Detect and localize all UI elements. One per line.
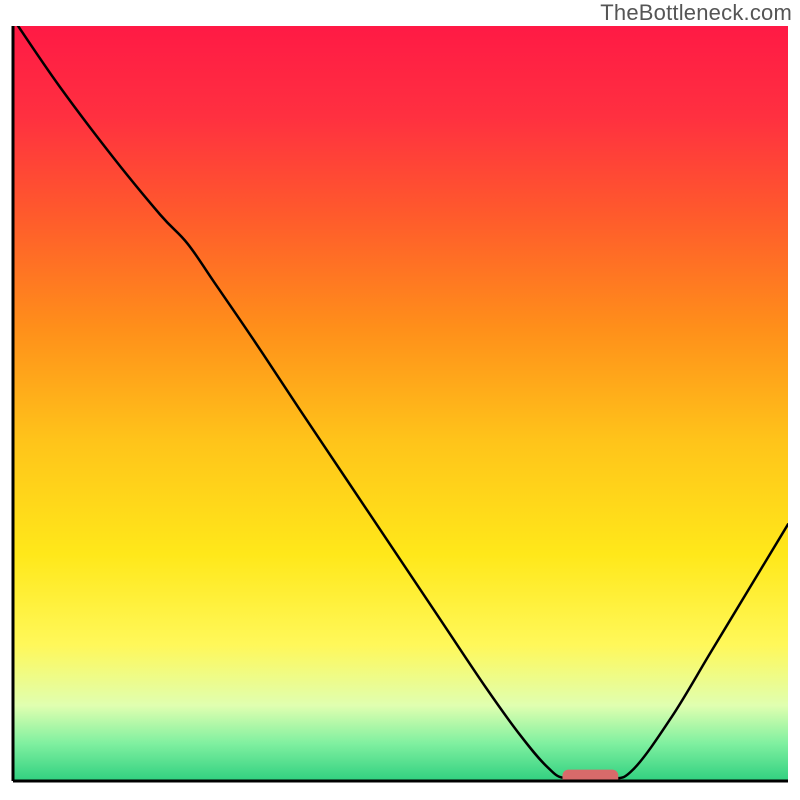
bottleneck-chart-container: TheBottleneck.com	[0, 0, 800, 800]
watermark-text: TheBottleneck.com	[600, 0, 792, 26]
bottleneck-chart-svg	[0, 0, 800, 800]
chart-background-gradient	[13, 26, 788, 781]
optimal-range-marker	[562, 770, 618, 785]
